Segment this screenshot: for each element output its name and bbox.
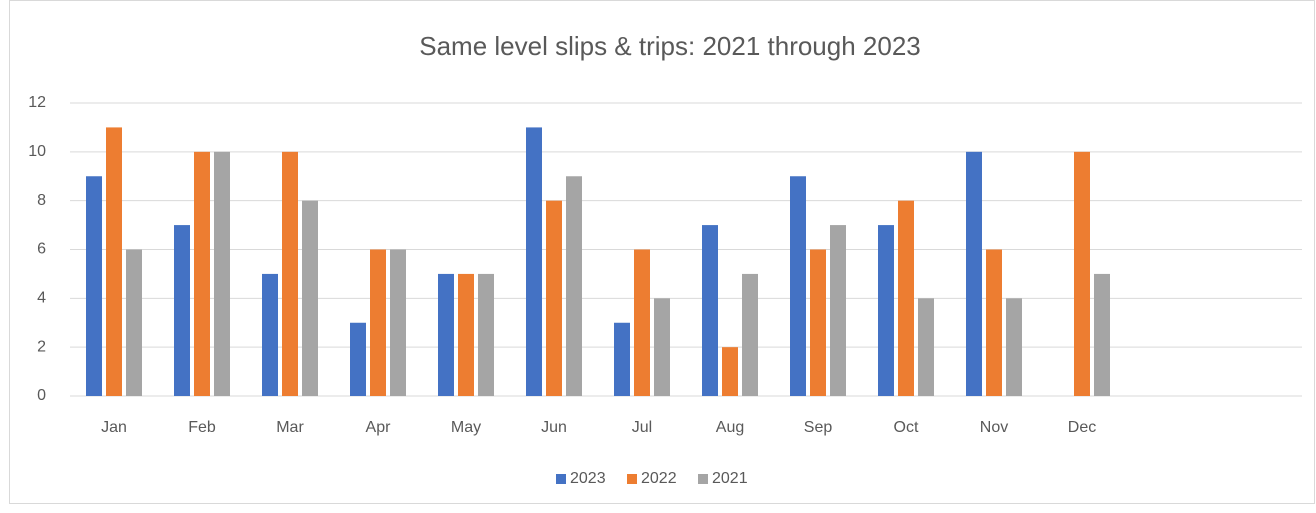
x-tick-label: Oct <box>894 419 919 436</box>
legend-swatch <box>556 474 566 484</box>
bar <box>986 249 1002 396</box>
bar <box>566 176 582 396</box>
legend-label: 2023 <box>570 470 606 487</box>
bar <box>1094 273 1110 396</box>
bar <box>174 225 190 396</box>
bar <box>830 225 846 396</box>
legend-swatch <box>627 474 637 484</box>
bar <box>742 273 758 396</box>
x-tick-label: Sep <box>804 419 833 436</box>
bar <box>478 273 494 396</box>
bar <box>1074 151 1090 396</box>
bar <box>810 249 826 396</box>
bar <box>126 249 142 396</box>
bar <box>214 151 230 396</box>
x-tick-label: Jun <box>541 419 567 436</box>
bar <box>350 322 366 396</box>
bar <box>722 347 738 396</box>
bar <box>702 225 718 396</box>
y-tick-label: 2 <box>37 338 46 355</box>
bar <box>614 322 630 396</box>
bar <box>194 151 210 396</box>
chart-title: Same level slips & trips: 2021 through 2… <box>419 31 921 61</box>
legend-label: 2022 <box>641 470 677 487</box>
bar <box>370 249 386 396</box>
bar <box>546 200 562 396</box>
y-tick-label: 8 <box>37 192 46 209</box>
y-tick-label: 0 <box>37 387 46 404</box>
bar <box>458 273 474 396</box>
x-tick-label: Mar <box>276 419 304 436</box>
bar <box>898 200 914 396</box>
x-tick-label: Aug <box>716 419 744 436</box>
x-tick-label: Jan <box>101 419 127 436</box>
bar <box>1006 298 1022 396</box>
y-tick-label: 12 <box>28 94 46 111</box>
x-tick-label: Nov <box>980 419 1008 436</box>
bar <box>918 298 934 396</box>
bar <box>282 151 298 396</box>
bar <box>390 249 406 396</box>
bar <box>106 127 122 397</box>
bar <box>790 176 806 396</box>
bar <box>966 151 982 396</box>
bar <box>526 127 542 397</box>
x-tick-label: Feb <box>188 419 216 436</box>
legend-label: 2021 <box>712 470 748 487</box>
x-tick-label: Dec <box>1068 419 1096 436</box>
x-tick-label: May <box>451 419 481 436</box>
x-tick-label: Apr <box>366 419 392 436</box>
bar <box>86 176 102 396</box>
bar <box>878 225 894 396</box>
y-tick-label: 6 <box>37 241 46 258</box>
y-tick-label: 4 <box>37 290 46 307</box>
legend-swatch <box>698 474 708 484</box>
bar <box>262 273 278 396</box>
bar <box>302 200 318 396</box>
x-tick-label: Jul <box>632 419 652 436</box>
y-tick-label: 10 <box>28 143 46 160</box>
bar <box>438 273 454 396</box>
bar <box>634 249 650 396</box>
bar <box>654 298 670 396</box>
